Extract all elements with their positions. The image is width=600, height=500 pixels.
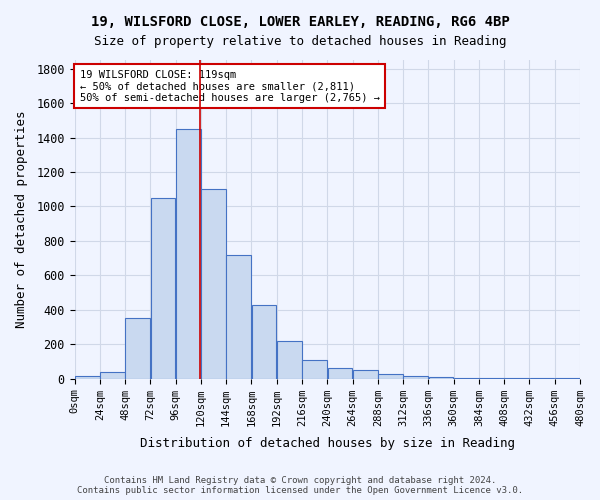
Bar	[403, 376, 428, 378]
Bar	[353, 370, 377, 378]
Y-axis label: Number of detached properties: Number of detached properties	[15, 110, 28, 328]
Text: 19 WILSFORD CLOSE: 119sqm
← 50% of detached houses are smaller (2,811)
50% of se: 19 WILSFORD CLOSE: 119sqm ← 50% of detac…	[80, 70, 380, 103]
X-axis label: Distribution of detached houses by size in Reading: Distribution of detached houses by size …	[140, 437, 515, 450]
Bar	[75, 376, 100, 378]
Bar	[328, 368, 352, 378]
Bar	[226, 254, 251, 378]
Text: Contains HM Land Registry data © Crown copyright and database right 2024.
Contai: Contains HM Land Registry data © Crown c…	[77, 476, 523, 495]
Bar	[151, 198, 175, 378]
Bar	[100, 372, 125, 378]
Bar	[201, 189, 226, 378]
Text: Size of property relative to detached houses in Reading: Size of property relative to detached ho…	[94, 35, 506, 48]
Bar	[176, 129, 200, 378]
Bar	[378, 374, 403, 378]
Text: 19, WILSFORD CLOSE, LOWER EARLEY, READING, RG6 4BP: 19, WILSFORD CLOSE, LOWER EARLEY, READIN…	[91, 15, 509, 29]
Bar	[252, 304, 277, 378]
Bar	[302, 360, 327, 378]
Bar	[428, 376, 454, 378]
Bar	[125, 318, 150, 378]
Bar	[277, 341, 302, 378]
